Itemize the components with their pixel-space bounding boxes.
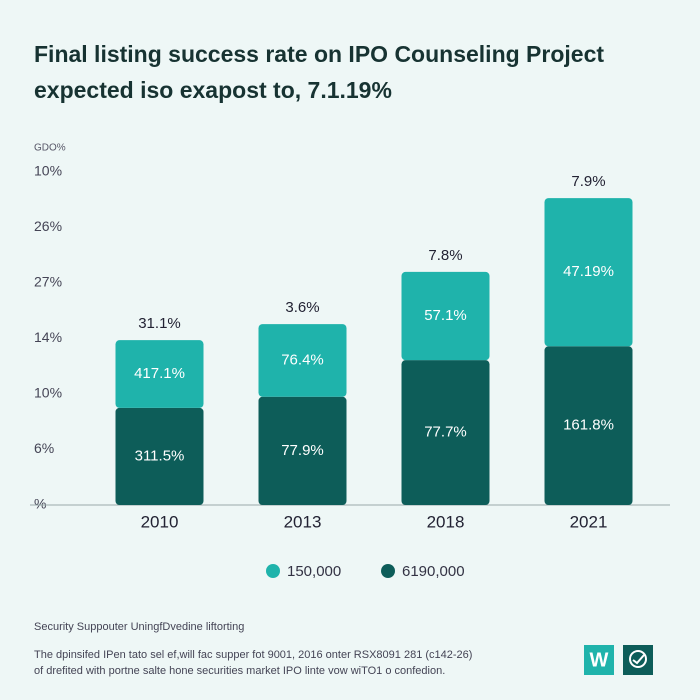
legend-swatch	[266, 564, 280, 578]
logo-check	[623, 645, 653, 675]
bar-segment	[258, 396, 347, 505]
bar-segment	[401, 271, 490, 361]
bar-segment	[401, 360, 490, 505]
legend-label: 6190,000	[402, 563, 465, 580]
bar-segment	[544, 346, 633, 505]
total-label: 3.6%	[285, 299, 319, 316]
y-tick-label: 6%	[34, 440, 54, 456]
bar-segment	[258, 324, 347, 397]
value-label: 76.4%	[281, 351, 324, 368]
total-label: 7.9%	[571, 173, 605, 190]
bar-segment	[115, 407, 204, 505]
svg-text:W: W	[590, 649, 609, 671]
bar-segment	[115, 340, 204, 408]
value-label: 57.1%	[424, 307, 467, 324]
value-label: 77.9%	[281, 442, 324, 459]
value-label: 47.19%	[563, 263, 614, 280]
source: Security Suppouter UningfDvedine liftort…	[34, 621, 244, 633]
y-tick-label: %	[34, 496, 46, 512]
x-tick-label: 2010	[141, 512, 179, 531]
y-tick-label: 10%	[34, 163, 62, 179]
footnote: of drefited with portne salte hone secur…	[34, 665, 445, 677]
y-tick-label: 27%	[34, 274, 62, 290]
legend-label: 150,000	[287, 563, 341, 580]
logo-w: W	[584, 645, 614, 675]
value-label: 77.7%	[424, 424, 467, 441]
x-tick-label: 2021	[570, 512, 608, 531]
value-label: 417.1%	[134, 365, 185, 382]
chart-title: Final listing success rate on IPO Counse…	[34, 41, 604, 67]
y-tick-label: 14%	[34, 329, 62, 345]
chart-subtitle: expected iso exapost to, 7.1.19%	[34, 77, 392, 103]
x-tick-label: 2013	[284, 512, 322, 531]
y-tick-label: 26%	[34, 218, 62, 234]
total-label: 31.1%	[138, 315, 181, 332]
footnote: The dpinsifed IPen tato sel ef,will fac …	[34, 649, 472, 661]
value-label: 161.8%	[563, 417, 614, 434]
legend-swatch	[381, 564, 395, 578]
value-label: 311.5%	[135, 447, 185, 464]
y-tick-label: 10%	[34, 385, 62, 401]
total-label: 7.8%	[428, 247, 462, 264]
y-axis-label: GDO%	[34, 143, 66, 154]
bar-segment	[544, 198, 633, 347]
x-tick-label: 2018	[427, 512, 465, 531]
